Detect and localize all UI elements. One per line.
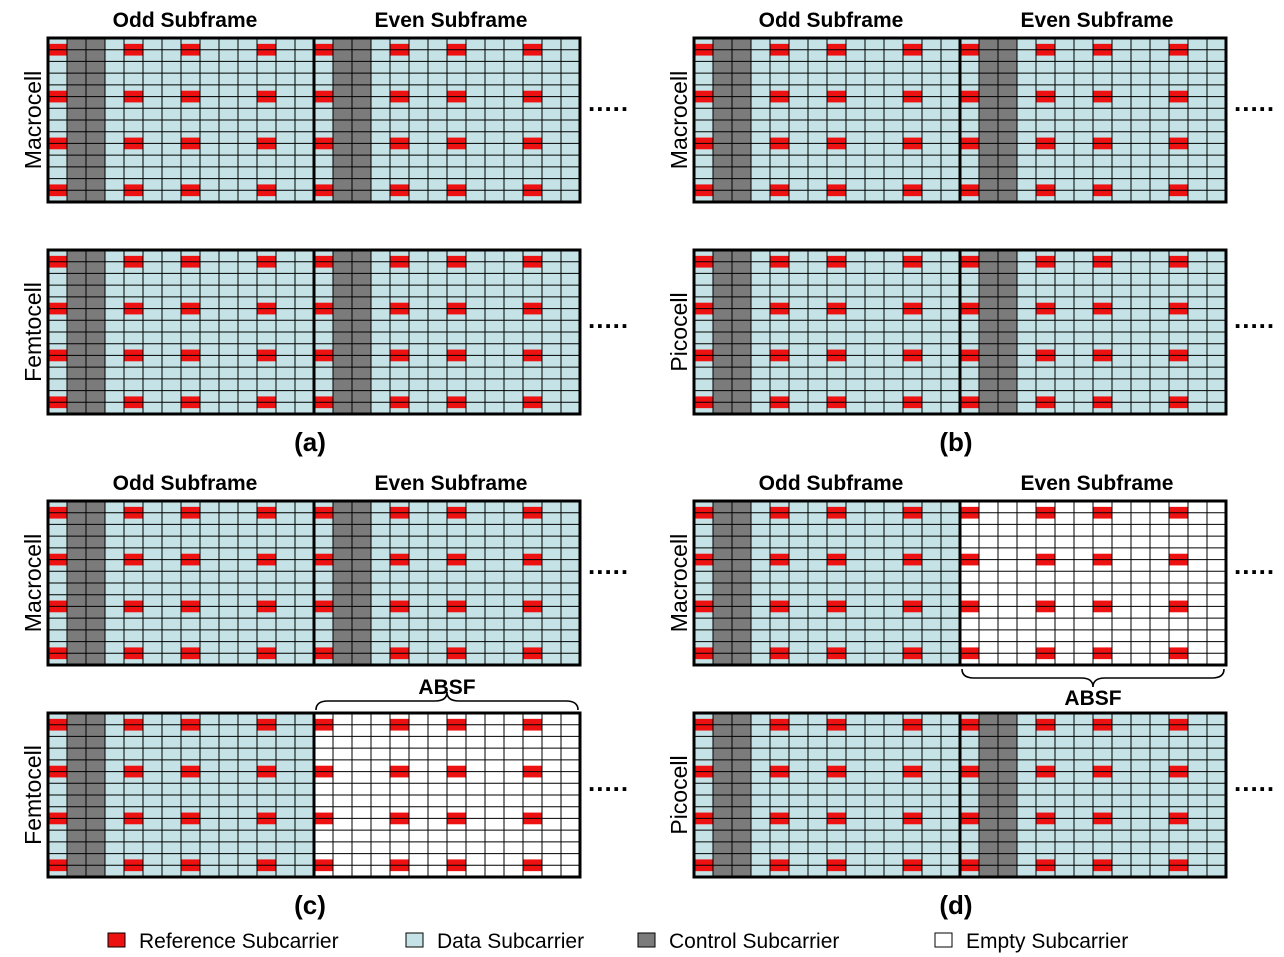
legend-item-data: Data Subcarrier: [405, 930, 584, 953]
legend-swatch-empty: [934, 932, 953, 948]
legend-swatch-data: [405, 932, 424, 948]
absf-brace: [315, 691, 579, 711]
small-cell-resource-grid: [46, 248, 582, 416]
legend-label: Control Subcarrier: [669, 930, 839, 953]
continuation-dots: .....: [1234, 304, 1275, 334]
panel-c: Odd Subframe Even Subframe Macrocell Femtoc…: [20, 472, 629, 920]
even-subframe-header: Even Subframe: [1021, 472, 1174, 495]
panel-a: Odd Subframe Even Subframe Macrocell Femtoc…: [20, 9, 629, 457]
bottom-cell-label: Femtocell: [20, 282, 46, 382]
legend-item-empty: Empty Subcarrier: [934, 930, 1128, 953]
panel-b: Odd Subframe Even Subframe Macrocell Picoce…: [666, 9, 1275, 457]
top-cell-label: Macrocell: [20, 534, 46, 632]
small-cell-resource-grid: [692, 711, 1228, 879]
odd-subframe-header: Odd Subframe: [759, 472, 904, 495]
small-cell-resource-grid: [46, 711, 582, 879]
continuation-dots: .....: [588, 87, 629, 117]
top-cell-label: Macrocell: [666, 71, 692, 169]
macrocell-resource-grid: [692, 36, 1228, 204]
odd-subframe-header: Odd Subframe: [759, 9, 904, 32]
even-subframe-header: Even Subframe: [375, 9, 528, 32]
legend-swatch-reference: [107, 932, 126, 948]
absf-label: ABSF: [1064, 687, 1121, 710]
legend-item-control: Control Subcarrier: [637, 930, 839, 953]
panel-label: (b): [939, 427, 972, 457]
even-subframe-header: Even Subframe: [1021, 9, 1174, 32]
continuation-dots: .....: [588, 767, 629, 797]
continuation-dots: .....: [588, 304, 629, 334]
continuation-dots: .....: [1234, 87, 1275, 117]
legend-label: Data Subcarrier: [437, 930, 584, 953]
panel-label: (c): [294, 890, 326, 920]
macrocell-resource-grid: [692, 499, 1228, 667]
panel-label: (a): [294, 427, 326, 457]
continuation-dots: .....: [1234, 767, 1275, 797]
legend: Reference Subcarrier Data Subcarrier Contr…: [107, 930, 1128, 953]
odd-subframe-header: Odd Subframe: [113, 9, 258, 32]
absf-label: ABSF: [418, 676, 475, 699]
legend-label: Empty Subcarrier: [966, 930, 1128, 953]
continuation-dots: .....: [588, 550, 629, 580]
macrocell-resource-grid: [46, 36, 582, 204]
top-cell-label: Macrocell: [666, 534, 692, 632]
legend-item-reference: Reference Subcarrier: [107, 930, 339, 953]
legend-label: Reference Subcarrier: [139, 930, 339, 953]
legend-swatch-control: [637, 932, 656, 948]
even-subframe-header: Even Subframe: [375, 472, 528, 495]
macrocell-resource-grid: [46, 499, 582, 667]
absf-brace: [961, 668, 1225, 688]
top-cell-label: Macrocell: [20, 71, 46, 169]
panel-label: (d): [939, 890, 972, 920]
bottom-cell-label: Femtocell: [20, 745, 46, 845]
continuation-dots: .....: [1234, 550, 1275, 580]
small-cell-resource-grid: [692, 248, 1228, 416]
bottom-cell-label: Picocell: [666, 292, 692, 371]
panel-d: Odd Subframe Even Subframe Macrocell Picoce…: [666, 472, 1275, 920]
odd-subframe-header: Odd Subframe: [113, 472, 258, 495]
bottom-cell-label: Picocell: [666, 755, 692, 834]
